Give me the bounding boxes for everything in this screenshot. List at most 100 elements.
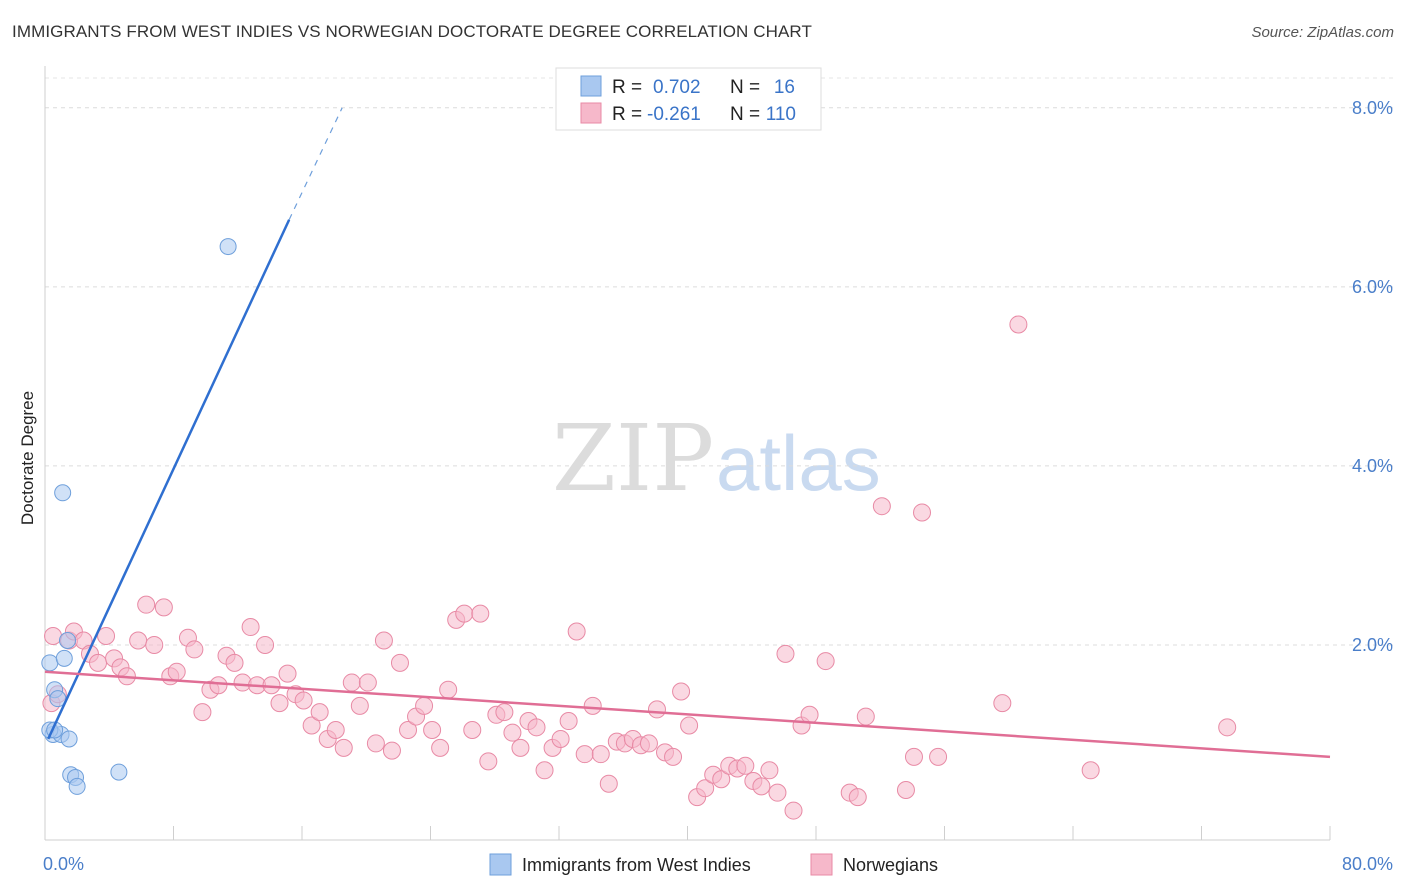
legend-n-label-1: N = <box>730 77 760 98</box>
chart-title: IMMIGRANTS FROM WEST INDIES VS NORWEGIAN… <box>12 22 812 41</box>
data-point <box>302 716 321 735</box>
data-point <box>599 774 618 793</box>
west-indies-trend-line <box>47 219 291 740</box>
data-point <box>41 654 59 672</box>
data-point <box>495 703 514 722</box>
legend-n-value-1: 16 <box>774 77 795 98</box>
data-point <box>591 745 610 764</box>
axes: 2.0% 4.0% 6.0% 8.0% <box>44 66 1393 841</box>
series-legend-label-norwegians: Norwegians <box>843 855 938 875</box>
data-point <box>535 761 554 780</box>
data-point <box>752 777 771 796</box>
y-tick-label: 8.0% <box>1352 98 1393 118</box>
data-point <box>736 756 755 775</box>
legend-r-label-2: R = <box>612 104 642 125</box>
west-indies-trend-extension <box>288 107 343 220</box>
data-point <box>270 694 289 713</box>
data-point <box>559 712 578 731</box>
y-tick-label: 6.0% <box>1352 277 1393 297</box>
x-tick-label-min: 0.0% <box>43 854 84 874</box>
data-point <box>929 747 948 766</box>
data-point <box>167 662 186 681</box>
norwegians-points <box>42 315 1237 820</box>
series-legend: Immigrants from West Indies Norwegians <box>489 853 938 876</box>
data-point <box>219 238 237 256</box>
data-point <box>872 497 891 516</box>
data-point <box>415 696 434 715</box>
data-point <box>326 721 345 739</box>
data-point <box>68 777 86 795</box>
series-legend-label-west-indies: Immigrants from West Indies <box>522 855 751 875</box>
data-point <box>551 729 570 748</box>
data-point <box>97 627 116 645</box>
data-point <box>575 745 594 764</box>
data-point <box>1218 718 1237 737</box>
data-point <box>89 653 108 672</box>
norwegians-trend-line <box>44 670 1331 759</box>
data-point <box>647 700 666 719</box>
data-point <box>439 680 458 699</box>
trend-lines <box>44 107 1331 759</box>
data-point <box>44 627 63 645</box>
data-point <box>60 730 78 748</box>
data-point <box>350 696 369 715</box>
legend-r-label-1: R = <box>612 77 642 98</box>
data-point <box>54 484 72 502</box>
data-point <box>768 783 787 802</box>
data-point <box>712 770 731 789</box>
data-point <box>390 653 409 672</box>
data-point <box>145 635 164 654</box>
data-point <box>310 703 329 722</box>
data-point <box>800 705 819 724</box>
data-point <box>583 696 602 715</box>
data-point <box>816 652 835 671</box>
data-point <box>366 734 385 753</box>
data-point <box>342 673 361 692</box>
data-point <box>672 682 691 701</box>
watermark-atlas: atlas <box>716 419 881 507</box>
data-point <box>856 707 875 726</box>
data-point <box>241 618 260 637</box>
watermark-zip: ZIP <box>552 405 714 512</box>
data-point <box>455 604 474 623</box>
y-axis-label: Doctorate Degree <box>18 391 37 525</box>
data-point <box>423 721 442 739</box>
data-point <box>664 747 683 766</box>
data-point <box>784 801 803 820</box>
legend-r-value-1: 0.702 <box>653 77 701 98</box>
correlation-legend: R = 0.702 N = 16 R = -0.261 N = 110 <box>555 67 822 131</box>
data-point <box>58 631 76 649</box>
data-point <box>680 716 699 735</box>
data-point <box>129 631 148 650</box>
data-point <box>225 653 244 672</box>
data-point <box>256 635 275 654</box>
y-tick-label: 4.0% <box>1352 456 1393 476</box>
data-point <box>639 734 658 753</box>
data-point <box>471 604 490 623</box>
data-point <box>137 595 156 614</box>
data-point <box>110 763 128 781</box>
data-point <box>358 673 377 692</box>
legend-n-label-2: N = <box>730 104 760 125</box>
series-legend-swatch-pink <box>810 853 833 876</box>
data-point <box>1009 315 1028 334</box>
data-point <box>1081 761 1100 780</box>
data-point <box>154 598 173 617</box>
data-point <box>185 640 204 659</box>
data-point <box>567 622 586 641</box>
data-point <box>511 738 530 757</box>
data-point <box>463 721 482 739</box>
data-point <box>760 761 779 780</box>
west-indies-points <box>41 238 237 795</box>
data-point <box>193 703 212 722</box>
data-point <box>374 631 393 650</box>
legend-swatch-pink <box>580 102 602 124</box>
data-point <box>848 788 867 807</box>
data-point <box>399 721 418 739</box>
data-point <box>479 752 498 771</box>
data-point <box>913 503 932 522</box>
legend-swatch-blue <box>580 75 602 97</box>
legend-r-value-2: -0.261 <box>647 104 701 125</box>
data-point <box>904 747 923 766</box>
